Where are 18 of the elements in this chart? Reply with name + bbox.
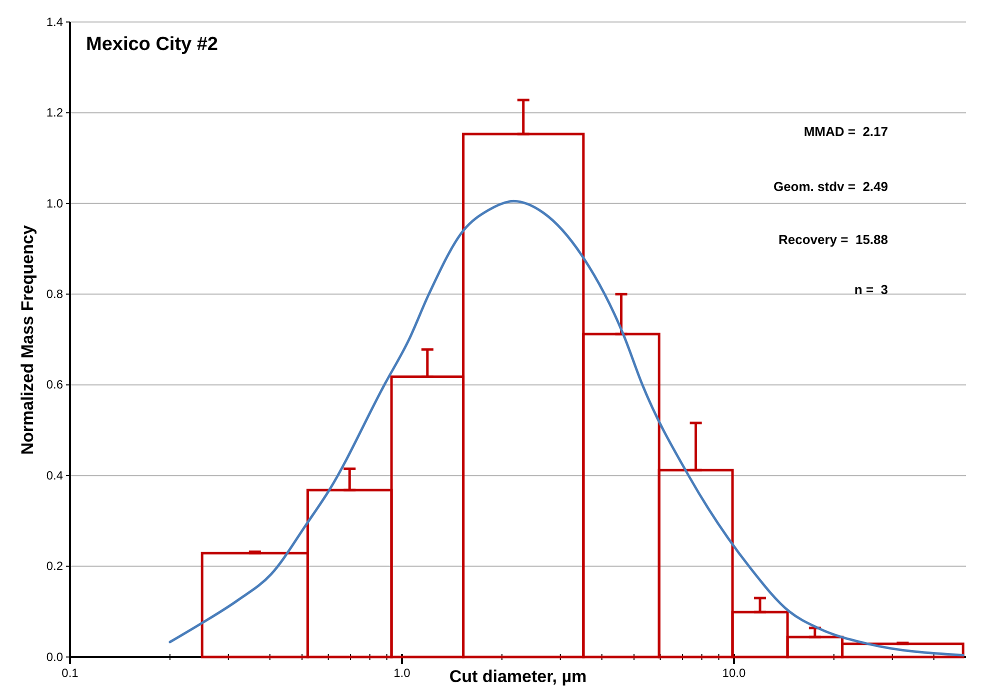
- y-axis-title: Normalized Mass Frequency: [18, 224, 37, 455]
- y-tick-label: 0.6: [46, 378, 64, 392]
- y-tick-label: 0.8: [46, 286, 64, 301]
- annotation: n = 3: [854, 282, 888, 297]
- y-tick-label: 0.4: [46, 468, 64, 482]
- y-tick-label: 1.4: [46, 14, 64, 29]
- annotation: Recovery = 15.88: [778, 232, 888, 247]
- y-tick-label: 0.2: [46, 559, 64, 574]
- y-tick-label: 1.0: [46, 196, 64, 210]
- y-tick-label: 0.0: [46, 650, 64, 664]
- x-tick-label: 0.1: [62, 666, 79, 680]
- annotation: MMAD = 2.17: [804, 124, 888, 139]
- x-tick-label: 1.0: [394, 666, 411, 680]
- y-tick-label: 1.2: [46, 106, 64, 120]
- x-tick-label: 10.0: [722, 666, 746, 680]
- annotation: Geom. stdv = 2.49: [773, 179, 888, 194]
- x-axis-title: Cut diameter, µm: [449, 667, 587, 686]
- text: Mexico City #2: [86, 34, 218, 55]
